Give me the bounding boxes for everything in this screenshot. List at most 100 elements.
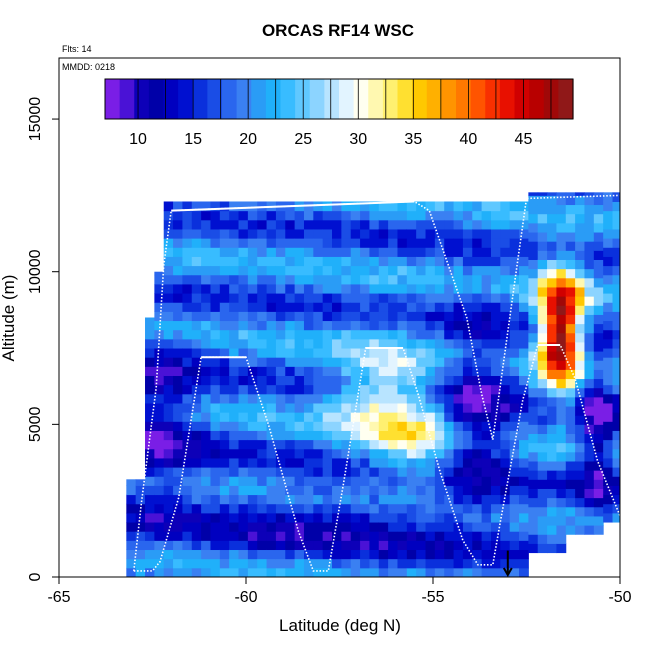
heatmap-cell <box>294 247 305 257</box>
heatmap-cell <box>322 476 333 486</box>
colorbar-segment <box>470 79 486 119</box>
heatmap-cell <box>603 412 614 422</box>
heatmap-cell <box>229 329 240 340</box>
heatmap-cell <box>313 256 324 267</box>
heatmap-cell <box>519 366 529 377</box>
heatmap-cell <box>603 457 614 468</box>
heatmap-cell <box>462 558 473 569</box>
heatmap-cell <box>275 375 286 386</box>
heatmap-cell <box>173 549 183 560</box>
heatmap-cell <box>182 540 193 551</box>
heatmap-cell <box>593 268 604 279</box>
heatmap-cell <box>369 283 380 294</box>
heatmap-cell <box>191 210 202 221</box>
heatmap-cell <box>519 238 529 248</box>
heatmap-cell <box>285 302 296 312</box>
heatmap-cell <box>238 558 249 569</box>
heatmap-cell <box>332 348 342 358</box>
heatmap-cell <box>285 522 296 532</box>
heatmap-cell <box>603 430 614 441</box>
heatmap-cell <box>285 329 296 340</box>
heatmap-cell <box>500 421 511 431</box>
heatmap-cell <box>191 366 202 377</box>
heatmap-cell <box>453 247 464 257</box>
heatmap-cell <box>350 467 361 477</box>
heatmap-cell <box>593 369 604 380</box>
heatmap-cell <box>556 378 567 389</box>
heatmap-cell <box>378 512 389 523</box>
heatmap-cell <box>369 274 380 285</box>
heatmap-cell <box>163 421 174 431</box>
heatmap-cell <box>191 293 202 303</box>
colorbar-segment <box>236 79 252 119</box>
heatmap-cell <box>453 348 464 358</box>
heatmap-cell <box>603 512 614 523</box>
heatmap-cell <box>247 219 258 230</box>
heatmap-cell <box>303 274 314 285</box>
heatmap-cell <box>145 549 155 560</box>
heatmap-cells <box>126 192 621 578</box>
heatmap-cell <box>490 274 501 285</box>
heatmap-cell <box>519 311 529 322</box>
heatmap-cell <box>360 302 370 312</box>
heatmap-cell <box>453 283 464 294</box>
heatmap-cell <box>285 247 296 257</box>
heatmap-cell <box>303 302 314 312</box>
heatmap-cell <box>257 320 268 331</box>
heatmap-cell <box>191 219 202 230</box>
heatmap-cell <box>145 412 155 422</box>
heatmap-cell <box>584 433 595 444</box>
heatmap-cell <box>219 476 230 486</box>
colorbar-segment <box>192 79 208 119</box>
heatmap-cell <box>472 357 483 367</box>
heatmap-cell <box>229 540 240 551</box>
heatmap-cell <box>612 192 621 202</box>
heatmap-cell <box>388 320 398 331</box>
heatmap-cell <box>219 311 230 322</box>
heatmap-cell <box>266 302 277 312</box>
heatmap-cell <box>500 467 511 477</box>
heatmap-cell <box>341 320 352 331</box>
heatmap-cell <box>369 320 380 331</box>
heatmap-cell <box>388 348 398 358</box>
heatmap-cell <box>406 274 417 285</box>
heatmap-cell <box>313 228 324 239</box>
heatmap-cell <box>275 210 286 221</box>
heatmap-cell <box>500 476 511 486</box>
heatmap-cell <box>612 448 621 459</box>
heatmap-cell <box>434 357 445 367</box>
heatmap-cell <box>219 512 230 523</box>
heatmap-cell <box>547 387 557 398</box>
heatmap-cell <box>294 485 305 496</box>
heatmap-cell <box>575 277 585 288</box>
heatmap-cell <box>247 448 258 459</box>
heatmap-cell <box>612 366 621 377</box>
heatmap-cell <box>472 558 483 569</box>
heatmap-cell <box>257 228 268 239</box>
heatmap-cell <box>294 238 305 248</box>
heatmap-cell <box>266 421 277 431</box>
heatmap-cell <box>238 384 249 395</box>
heatmap-cell <box>397 311 408 322</box>
heatmap-cell <box>163 238 174 248</box>
heatmap-cell <box>528 277 539 288</box>
heatmap-cell <box>490 283 501 294</box>
heatmap-cell <box>332 256 342 267</box>
heatmap-cell <box>201 201 211 212</box>
heatmap-cell <box>201 329 211 340</box>
heatmap-cell <box>444 256 455 267</box>
heatmap-cell <box>575 525 585 535</box>
heatmap-cell <box>425 375 436 386</box>
heatmap-cell <box>481 485 492 496</box>
heatmap-cell <box>247 228 258 239</box>
heatmap-cell <box>397 357 408 367</box>
heatmap-cell <box>378 540 389 551</box>
heatmap-cell <box>313 302 324 312</box>
heatmap-cell <box>565 451 576 462</box>
heatmap-cell <box>388 210 398 221</box>
heatmap-cell <box>537 369 548 380</box>
heatmap-cell <box>360 430 370 441</box>
heatmap-cell <box>575 360 585 370</box>
heatmap-cell <box>556 250 567 260</box>
heatmap-cell <box>285 531 296 541</box>
